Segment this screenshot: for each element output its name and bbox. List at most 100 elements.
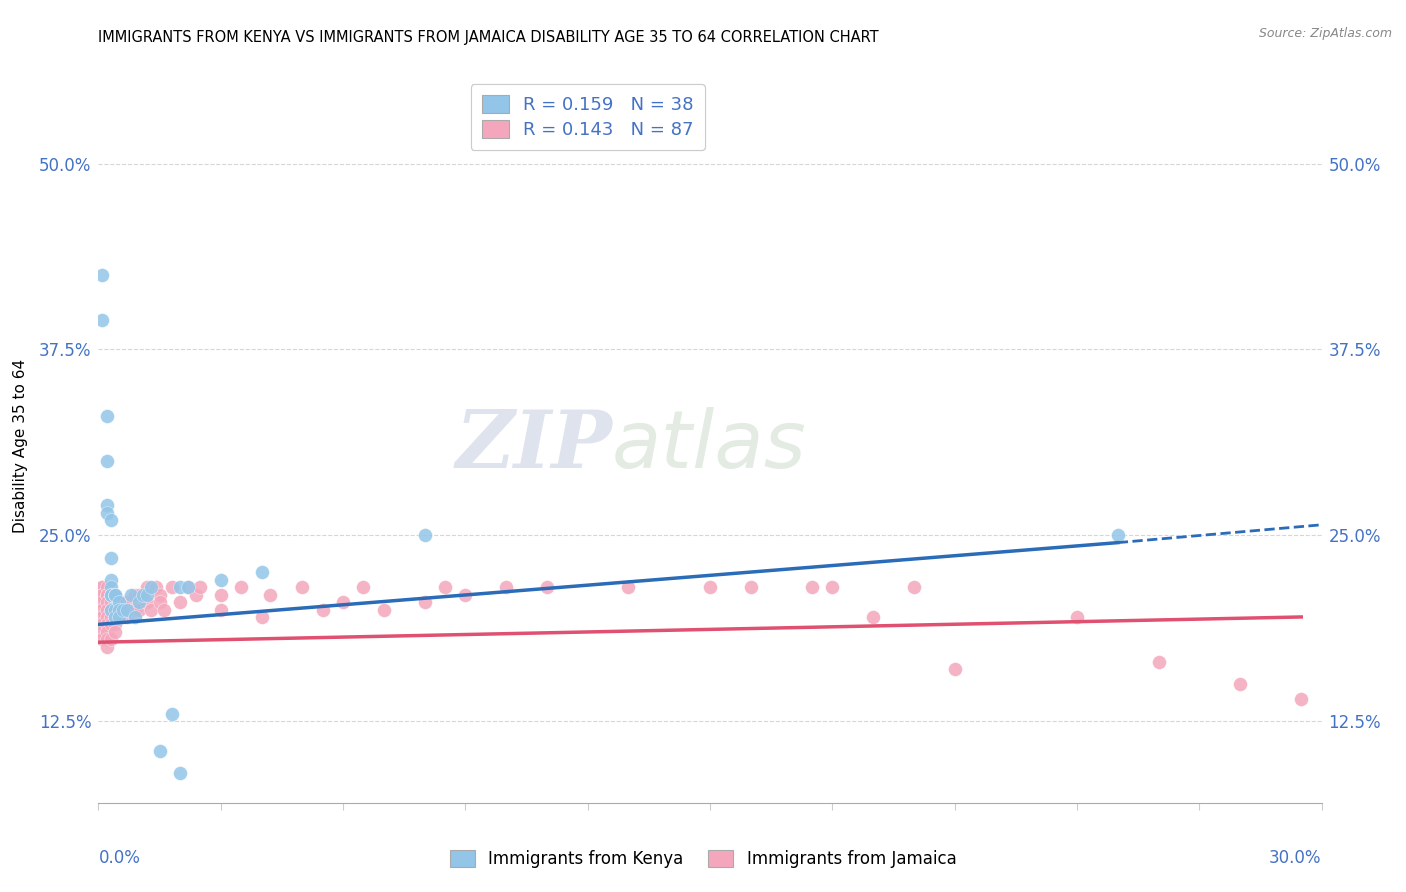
Point: [1291, 691, 1313, 706]
Point: [100, 580, 122, 594]
Point: [186, 588, 208, 602]
Point: [91, 610, 114, 624]
Point: [91, 632, 114, 647]
Point: [821, 580, 844, 594]
Point: [536, 580, 558, 594]
Legend: R = 0.159   N = 38, R = 0.143   N = 87: R = 0.159 N = 38, R = 0.143 N = 87: [471, 84, 704, 150]
Point: [108, 595, 131, 609]
Text: ZIP: ZIP: [456, 408, 612, 484]
Point: [100, 617, 122, 632]
Point: [100, 602, 122, 616]
Point: [136, 588, 159, 602]
Point: [91, 580, 114, 594]
Point: [801, 580, 824, 594]
Point: [120, 595, 142, 609]
Point: [115, 595, 138, 609]
Point: [209, 602, 232, 616]
Point: [96, 588, 118, 602]
Point: [903, 580, 925, 594]
Point: [96, 602, 118, 616]
Point: [100, 550, 122, 565]
Point: [91, 312, 114, 326]
Point: [96, 610, 118, 624]
Point: [132, 588, 155, 602]
Point: [104, 617, 127, 632]
Point: [209, 573, 232, 587]
Point: [862, 610, 884, 624]
Point: [1066, 610, 1088, 624]
Point: [115, 602, 138, 616]
Point: [740, 580, 762, 594]
Point: [149, 595, 172, 609]
Point: [1107, 528, 1129, 542]
Point: [413, 528, 436, 542]
Text: 30.0%: 30.0%: [1270, 849, 1322, 867]
Point: [91, 595, 114, 609]
Text: Source: ZipAtlas.com: Source: ZipAtlas.com: [1258, 27, 1392, 40]
Point: [100, 588, 122, 602]
Point: [104, 588, 127, 602]
Point: [111, 602, 134, 616]
Point: [160, 580, 183, 594]
Point: [145, 580, 167, 594]
Point: [152, 602, 174, 616]
Point: [312, 602, 335, 616]
Point: [141, 580, 163, 594]
Point: [96, 580, 118, 594]
Point: [108, 602, 131, 616]
Point: [128, 602, 150, 616]
Point: [1229, 677, 1251, 691]
Point: [108, 610, 131, 624]
Point: [96, 409, 118, 424]
Point: [96, 454, 118, 468]
Point: [104, 588, 127, 602]
Point: [108, 595, 131, 609]
Point: [100, 588, 122, 602]
Point: [169, 580, 191, 594]
Point: [209, 588, 232, 602]
Point: [120, 602, 142, 616]
Point: [100, 588, 122, 602]
Point: [108, 602, 131, 616]
Point: [91, 268, 114, 282]
Point: [104, 624, 127, 639]
Y-axis label: Disability Age 35 to 64: Disability Age 35 to 64: [13, 359, 28, 533]
Text: atlas: atlas: [612, 407, 807, 485]
Point: [104, 588, 127, 602]
Point: [160, 706, 183, 721]
Point: [111, 595, 134, 609]
Point: [91, 588, 114, 602]
Point: [100, 610, 122, 624]
Point: [96, 624, 118, 639]
Legend: Immigrants from Kenya, Immigrants from Jamaica: Immigrants from Kenya, Immigrants from J…: [443, 843, 963, 875]
Point: [104, 610, 127, 624]
Point: [104, 602, 127, 616]
Point: [91, 588, 114, 602]
Point: [96, 506, 118, 520]
Point: [291, 580, 314, 594]
Point: [115, 602, 138, 616]
Point: [115, 610, 138, 624]
Point: [943, 662, 966, 676]
Point: [699, 580, 721, 594]
Point: [454, 588, 477, 602]
Point: [100, 602, 122, 616]
Point: [128, 588, 150, 602]
Point: [91, 580, 114, 594]
Point: [136, 595, 159, 609]
Point: [104, 602, 127, 616]
Point: [177, 580, 200, 594]
Point: [104, 595, 127, 609]
Point: [96, 640, 118, 654]
Text: IMMIGRANTS FROM KENYA VS IMMIGRANTS FROM JAMAICA DISABILITY AGE 35 TO 64 CORRELA: IMMIGRANTS FROM KENYA VS IMMIGRANTS FROM…: [98, 29, 879, 45]
Point: [332, 595, 354, 609]
Point: [373, 602, 395, 616]
Point: [96, 617, 118, 632]
Point: [100, 595, 122, 609]
Point: [434, 580, 457, 594]
Point: [617, 580, 640, 594]
Point: [177, 580, 200, 594]
Point: [1147, 655, 1170, 669]
Point: [149, 588, 172, 602]
Point: [352, 580, 374, 594]
